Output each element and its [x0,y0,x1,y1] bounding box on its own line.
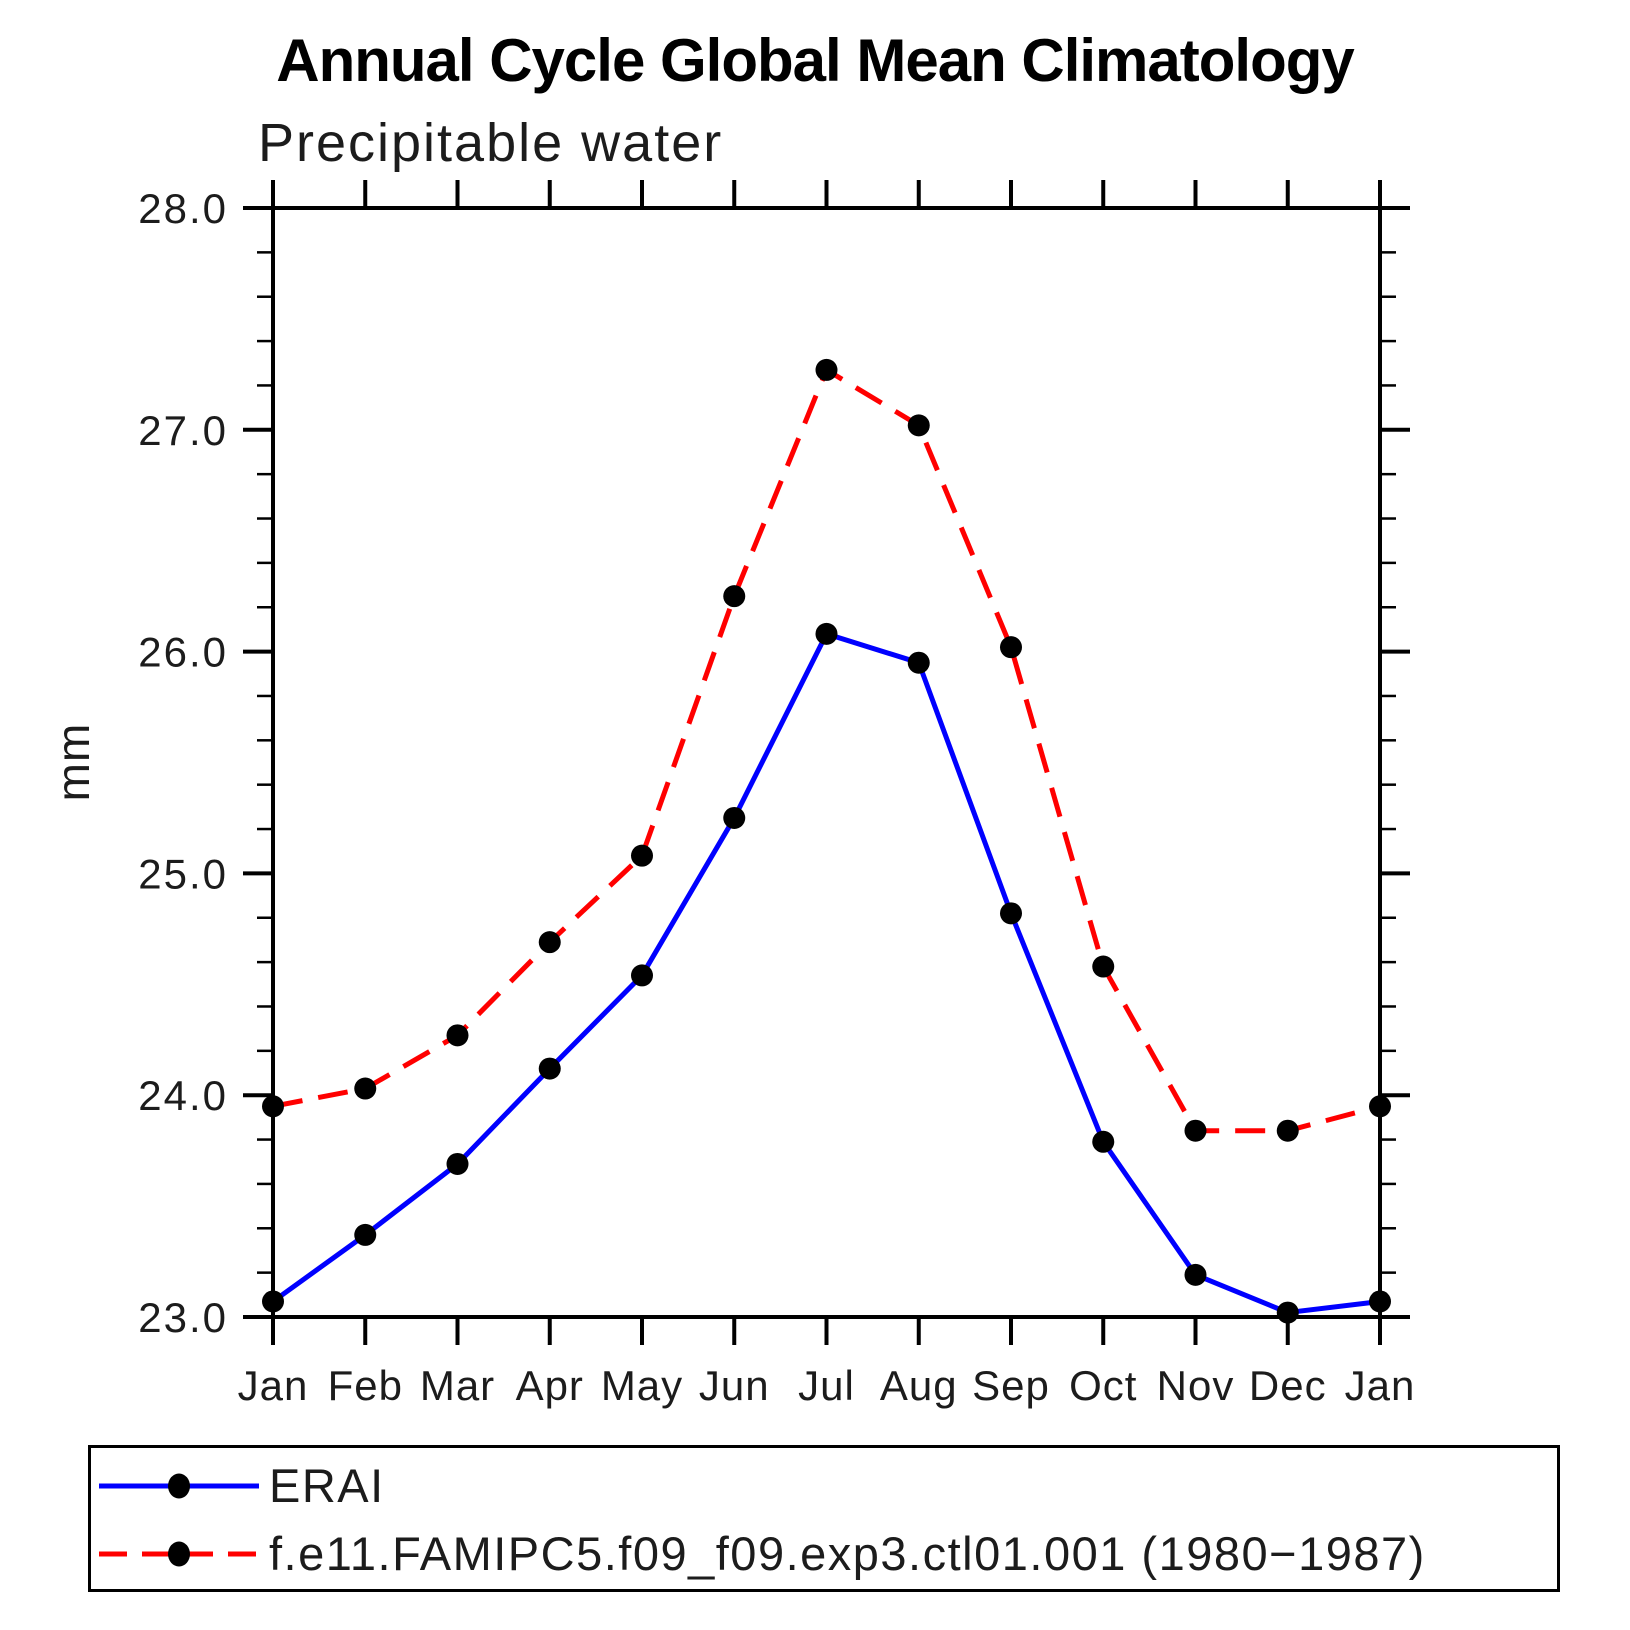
data-point-marker [354,1223,377,1246]
data-point-marker [538,1057,561,1080]
y-tick-label: 25.0 [138,850,228,897]
data-point-marker [1000,902,1022,925]
x-tick-label: Sep [972,1362,1050,1409]
data-point-marker [723,585,746,608]
x-tick-label: Dec [1249,1362,1327,1409]
data-point-marker [446,1024,469,1047]
data-point-marker [262,1095,284,1118]
data-point-marker [1092,1130,1115,1153]
data-point-marker [907,651,930,674]
y-tick-label: 23.0 [138,1294,228,1341]
data-point-marker [1092,955,1115,978]
x-tick-label: Jul [798,1362,855,1409]
data-point-marker [631,844,653,867]
x-tick-label: Jan [1345,1362,1416,1409]
x-tick-label: Feb [328,1362,403,1409]
x-tick-label: Oct [1069,1362,1137,1409]
data-point-marker [1276,1301,1299,1324]
legend-item-model: f.e11.FAMIPC5.f09_f09.exp3.ctl01.001 (19… [91,1527,1426,1580]
legend-line-sample-model [99,1541,259,1567]
x-tick-label: May [601,1362,683,1409]
legend-label-erai: ERAI [269,1459,385,1512]
legend: ERAI f.e11.FAMIPC5.f09_f09.exp3.ctl01.00… [88,1445,1560,1592]
legend-line-sample-erai [99,1473,259,1499]
y-tick-label: 26.0 [138,629,228,676]
legend-label-model: f.e11.FAMIPC5.f09_f09.exp3.ctl01.001 (19… [269,1527,1426,1580]
x-tick-label: Jan [238,1362,309,1409]
data-point-marker [723,806,746,829]
data-point-marker [538,931,561,954]
x-tick-label: Nov [1157,1362,1235,1409]
data-point-marker [907,414,930,437]
data-point-marker [1000,636,1022,659]
data-point-marker [815,622,838,645]
marker-dot-icon [168,1473,190,1499]
data-point-marker [631,964,653,987]
data-point-marker [262,1290,284,1313]
series-line-erai [271,631,1381,1316]
y-tick-label: 28.0 [138,185,228,232]
marker-dot-icon [168,1541,190,1567]
data-point-marker [1184,1119,1207,1142]
x-tick-label: Apr [516,1362,584,1409]
data-point-marker [1184,1263,1207,1286]
data-point-marker [1276,1119,1299,1142]
data-point-marker [1369,1095,1391,1118]
data-point-marker [1369,1290,1391,1313]
x-tick-label: Mar [420,1362,495,1409]
data-point-marker [446,1152,469,1175]
x-tick-label: Aug [880,1362,958,1409]
y-tick-label: 24.0 [138,1072,228,1119]
series-line-model [272,367,1381,1134]
data-point-marker [815,358,838,381]
chart-subtitle: Precipitable water [258,113,724,173]
y-tick-label: 27.0 [138,407,228,454]
data-point-marker [354,1077,377,1100]
legend-item-erai: ERAI [91,1459,385,1512]
x-tick-label: Jun [699,1362,770,1409]
chart-title: Annual Cycle Global Mean Climatology [276,27,1355,94]
